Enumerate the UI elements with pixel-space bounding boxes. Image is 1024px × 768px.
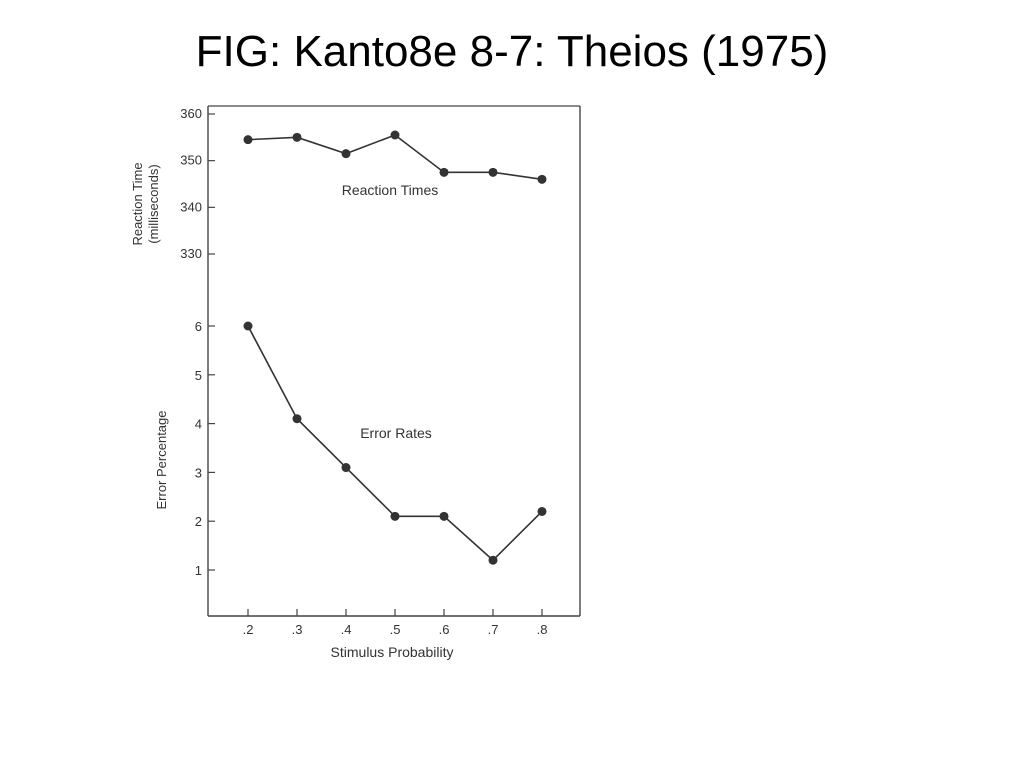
x-axis: .2 .3 .4 .5 .6 .7 .8 Stimulus Probability — [243, 609, 548, 660]
er-y-label: Error Percentage — [154, 411, 169, 510]
er-y-tick-label: 1 — [195, 563, 202, 578]
rt-data-point — [292, 132, 302, 142]
x-tick-label: .8 — [537, 622, 548, 637]
x-tick-label: .3 — [292, 622, 303, 637]
er-y-tick-label: 4 — [195, 417, 202, 432]
er-data-point — [292, 414, 302, 424]
rt-data-point — [390, 130, 400, 140]
reaction-time-error-rate-figure: 330 340 350 360 Reaction Time (milliseconds) R… — [120, 96, 600, 676]
er-data-point — [243, 321, 253, 331]
slide-title: FIG: Kanto8e 8-7: Theios (1975) — [195, 27, 829, 76]
rt-y-label-line-2: (milliseconds) — [146, 164, 161, 243]
rt-y-label-line-1: Reaction Time — [130, 162, 145, 245]
er-y-tick-label: 3 — [195, 465, 202, 480]
x-axis-label: Stimulus Probability — [331, 644, 454, 660]
rt-annotation: Reaction Times — [342, 182, 438, 198]
x-tick-label: .6 — [439, 622, 450, 637]
er-annotation: Error Rates — [360, 425, 432, 441]
rt-y-tick-label: 350 — [180, 153, 202, 168]
x-tick-label: .7 — [488, 622, 499, 637]
er-y-tick-label: 2 — [195, 514, 202, 529]
rt-series-line — [247, 134, 543, 181]
rt-data-point — [341, 149, 351, 159]
x-tick-label: .2 — [243, 622, 254, 637]
x-tick-label: .4 — [341, 622, 352, 637]
error-rate-panel: 1 2 3 4 5 6 Error Percentage Error Rates — [154, 319, 547, 578]
rt-y-tick-label: 360 — [180, 106, 202, 121]
rt-data-point — [537, 174, 547, 184]
rt-data-point — [243, 135, 253, 145]
er-y-tick-label: 5 — [195, 368, 202, 383]
er-data-point — [390, 511, 400, 521]
er-data-point — [488, 555, 498, 565]
rt-y-tick-label: 340 — [180, 199, 202, 214]
rt-data-point — [439, 167, 449, 177]
reaction-time-panel: 330 340 350 360 Reaction Time (milliseconds) R… — [130, 106, 547, 261]
x-tick-label: .5 — [390, 622, 401, 637]
rt-y-tick-label: 330 — [180, 246, 202, 261]
rt-data-point — [488, 167, 498, 177]
er-series-line — [247, 325, 543, 562]
er-data-point — [439, 511, 449, 521]
er-data-point — [537, 506, 547, 516]
er-y-tick-label: 6 — [195, 319, 202, 334]
er-data-point — [341, 463, 351, 473]
plot-frame — [207, 105, 581, 617]
theios-chart: 330 340 350 360 Reaction Time (milliseconds) R… — [130, 105, 581, 660]
